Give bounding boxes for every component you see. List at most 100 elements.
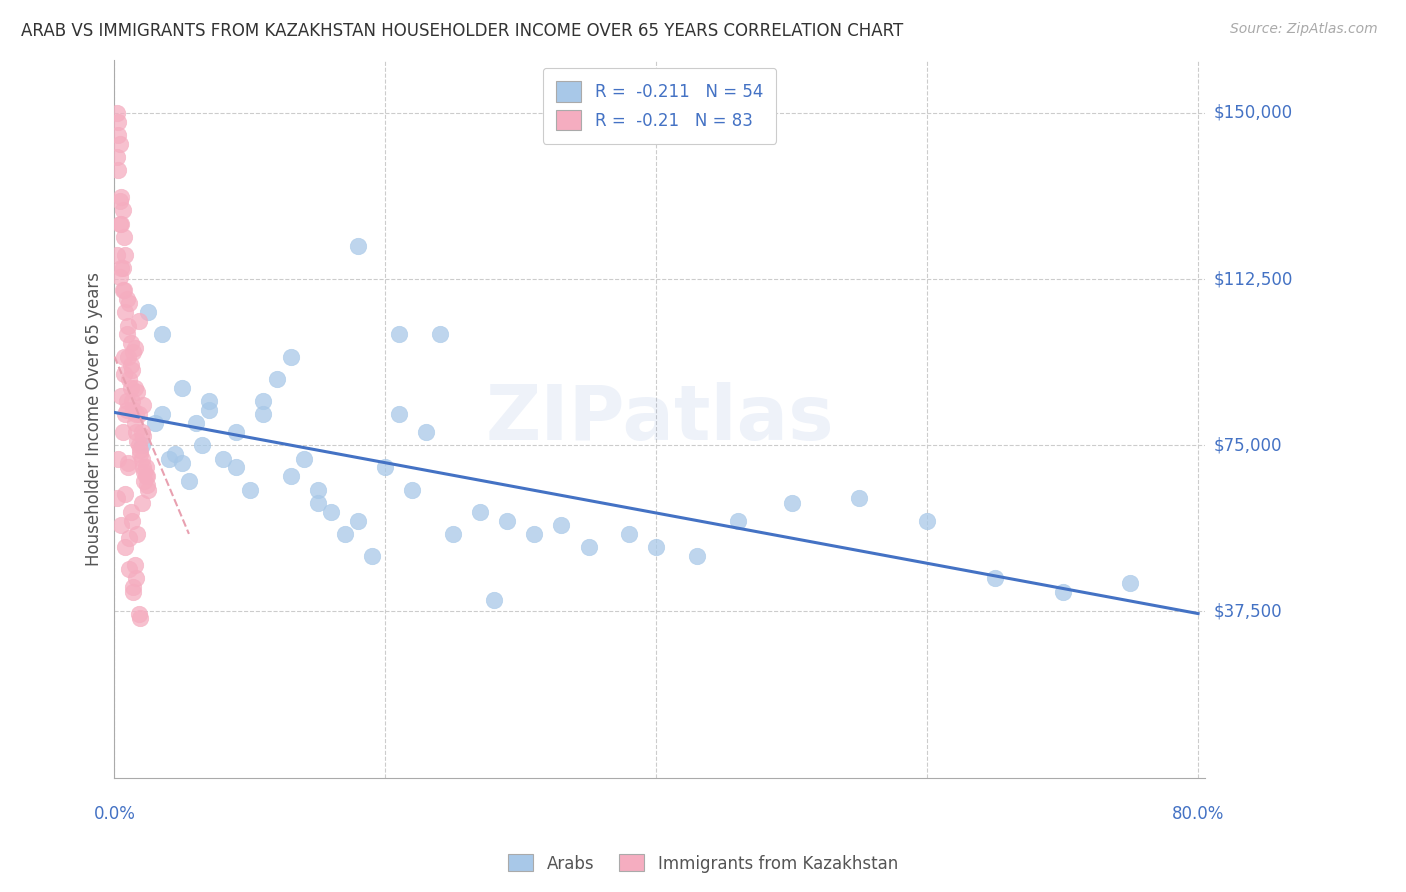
Point <box>108 136 131 151</box>
Point <box>578 540 600 554</box>
Point <box>125 407 148 421</box>
Point <box>280 350 302 364</box>
Point <box>198 402 221 417</box>
Point <box>143 416 166 430</box>
Point <box>122 345 145 359</box>
Point <box>118 296 141 310</box>
Point <box>117 350 139 364</box>
Point <box>124 381 146 395</box>
Point <box>120 505 142 519</box>
Point <box>191 438 214 452</box>
Point <box>347 239 370 253</box>
Point <box>307 496 329 510</box>
Point <box>110 518 132 533</box>
Point <box>198 393 221 408</box>
Point <box>115 402 138 417</box>
Point <box>128 607 150 621</box>
Point <box>115 393 138 408</box>
Point <box>280 469 302 483</box>
Text: 80.0%: 80.0% <box>1173 805 1225 823</box>
Legend: R =  -0.211   N = 54, R =  -0.21   N = 83: R = -0.211 N = 54, R = -0.21 N = 83 <box>543 68 776 144</box>
Point <box>135 478 157 492</box>
Point <box>333 527 356 541</box>
Point <box>121 393 143 408</box>
Point <box>252 393 274 408</box>
Point <box>429 327 451 342</box>
Point <box>122 580 145 594</box>
Point <box>120 359 142 373</box>
Point <box>107 114 129 128</box>
Point <box>292 451 315 466</box>
Point <box>124 341 146 355</box>
Point <box>108 217 131 231</box>
Point <box>121 363 143 377</box>
Point <box>686 549 709 563</box>
Text: $75,000: $75,000 <box>1213 436 1282 454</box>
Point <box>112 230 135 244</box>
Point <box>134 465 156 479</box>
Point <box>117 318 139 333</box>
Point <box>848 491 870 506</box>
Point <box>172 456 194 470</box>
Point <box>108 269 131 284</box>
Point <box>134 474 156 488</box>
Point <box>347 514 370 528</box>
Point <box>984 571 1007 585</box>
Point <box>131 425 153 439</box>
Point <box>136 305 159 319</box>
Point <box>128 407 150 421</box>
Point <box>177 474 200 488</box>
Text: Source: ZipAtlas.com: Source: ZipAtlas.com <box>1230 22 1378 37</box>
Point <box>388 327 411 342</box>
Point <box>111 425 134 439</box>
Point <box>415 425 437 439</box>
Point <box>550 518 572 533</box>
Point <box>129 442 152 457</box>
Point <box>127 527 149 541</box>
Point <box>523 527 546 541</box>
Point <box>374 460 396 475</box>
Point <box>128 314 150 328</box>
Legend: Arabs, Immigrants from Kazakhstan: Arabs, Immigrants from Kazakhstan <box>502 847 904 880</box>
Point <box>114 407 136 421</box>
Point <box>128 438 150 452</box>
Point <box>225 460 247 475</box>
Point <box>110 260 132 275</box>
Point <box>125 425 148 439</box>
Point <box>111 203 134 218</box>
Point <box>780 496 803 510</box>
Point <box>125 571 148 585</box>
Point <box>112 368 135 382</box>
Point <box>136 483 159 497</box>
Point <box>401 483 423 497</box>
Point <box>118 562 141 576</box>
Point <box>441 527 464 541</box>
Point <box>120 336 142 351</box>
Point <box>252 407 274 421</box>
Point <box>118 532 141 546</box>
Point <box>915 514 938 528</box>
Text: ARAB VS IMMIGRANTS FROM KAZAKHSTAN HOUSEHOLDER INCOME OVER 65 YEARS CORRELATION : ARAB VS IMMIGRANTS FROM KAZAKHSTAN HOUSE… <box>21 22 903 40</box>
Point <box>225 425 247 439</box>
Point <box>112 283 135 297</box>
Point <box>482 593 505 607</box>
Text: $112,500: $112,500 <box>1213 270 1292 288</box>
Point <box>105 491 128 506</box>
Point <box>132 460 155 475</box>
Point <box>110 389 132 403</box>
Point <box>107 451 129 466</box>
Point <box>645 540 668 554</box>
Point <box>1119 575 1142 590</box>
Y-axis label: Householder Income Over 65 years: Householder Income Over 65 years <box>86 272 103 566</box>
Point <box>111 260 134 275</box>
Point <box>1052 584 1074 599</box>
Point <box>727 514 749 528</box>
Point <box>184 416 207 430</box>
Point <box>110 190 132 204</box>
Point <box>132 398 155 412</box>
Point <box>211 451 233 466</box>
Point <box>118 372 141 386</box>
Point <box>470 505 492 519</box>
Text: $37,500: $37,500 <box>1213 602 1282 621</box>
Point <box>110 217 132 231</box>
